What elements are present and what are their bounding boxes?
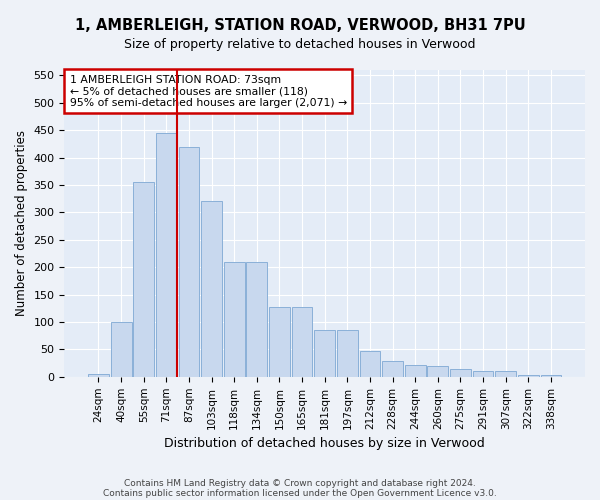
Y-axis label: Number of detached properties: Number of detached properties: [15, 130, 28, 316]
Bar: [269, 306, 290, 377]
Bar: [541, 375, 562, 377]
Bar: [450, 368, 471, 377]
X-axis label: Distribution of detached houses by size in Verwood: Distribution of detached houses by size …: [164, 437, 485, 450]
Bar: [495, 372, 516, 377]
Text: 1, AMBERLEIGH, STATION ROAD, VERWOOD, BH31 7PU: 1, AMBERLEIGH, STATION ROAD, VERWOOD, BH…: [74, 18, 526, 32]
Bar: [247, 262, 267, 377]
Bar: [110, 322, 131, 377]
Bar: [405, 365, 425, 377]
Bar: [133, 182, 154, 377]
Bar: [427, 366, 448, 377]
Bar: [359, 350, 380, 377]
Text: Contains public sector information licensed under the Open Government Licence v3: Contains public sector information licen…: [103, 488, 497, 498]
Bar: [314, 330, 335, 377]
Bar: [292, 306, 313, 377]
Bar: [179, 146, 199, 377]
Bar: [88, 374, 109, 377]
Bar: [337, 330, 358, 377]
Bar: [224, 262, 245, 377]
Bar: [156, 133, 177, 377]
Text: 1 AMBERLEIGH STATION ROAD: 73sqm
← 5% of detached houses are smaller (118)
95% o: 1 AMBERLEIGH STATION ROAD: 73sqm ← 5% of…: [70, 74, 347, 108]
Bar: [382, 362, 403, 377]
Bar: [473, 372, 493, 377]
Text: Size of property relative to detached houses in Verwood: Size of property relative to detached ho…: [124, 38, 476, 51]
Bar: [201, 202, 222, 377]
Bar: [518, 375, 539, 377]
Text: Contains HM Land Registry data © Crown copyright and database right 2024.: Contains HM Land Registry data © Crown c…: [124, 478, 476, 488]
